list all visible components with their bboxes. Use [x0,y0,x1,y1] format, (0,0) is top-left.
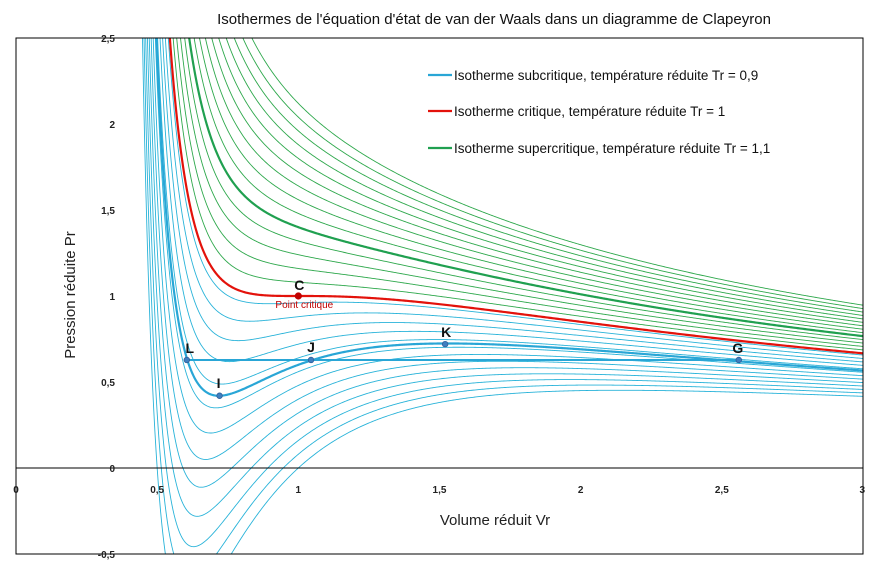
isotherm-supercritical-thin [172,38,863,351]
isotherm-supercritical-thin [204,38,863,327]
isotherm-main-0 [155,38,863,397]
plot-frame-layer [15,37,864,555]
isotherm-supercritical-thin [193,38,863,334]
point-i-label: I [217,375,221,391]
isotherm-supercritical-thin [225,38,863,316]
isotherm-supercritical-thin [176,38,863,347]
isotherm-subcritical-thin [150,38,863,460]
isotherm-main-1 [168,38,863,355]
legend: Isotherme subcritique, température rédui… [428,68,770,156]
x-tick-label: 0 [13,485,19,496]
axes-layer: 0 0,5 1 1,5 2 2,5 3 -0,5 0 0,5 1 1,5 2 2,5 [13,34,865,561]
isotherm-subcritical-thin [145,38,863,548]
x-tick-label: 1 [296,485,302,496]
isotherm-supercritical-thin [199,38,863,330]
x-tick-label: 2 [578,485,584,496]
isotherm-subcritical-thin [152,38,863,434]
y-axis-title: Pression réduite Pr [62,231,79,359]
isotherm-subcritical-thin [159,38,863,366]
curves-layer [142,38,863,554]
isotherm-supercritical-thin [184,38,863,341]
x-tick-label: 3 [859,485,865,496]
point-c-marker [294,292,302,300]
x-axis-title: Volume réduit Vr [440,512,550,529]
isotherm-main-2 [188,38,863,338]
critical-point-note: Point critique [275,300,333,311]
y-tick-label: 2,5 [101,34,115,45]
legend-label: Isotherme supercritique, température réd… [454,141,770,156]
legend-label: Isotherme subcritique, température rédui… [454,68,758,83]
isotherm-subcritical-thin [164,38,863,359]
x-tick-label: 1,5 [433,485,447,496]
y-tick-label: -0,5 [98,550,116,561]
points-layer: C Point critique L I J K G [183,277,743,399]
y-tick-label: 1 [109,292,115,303]
point-c-label: C [294,277,304,293]
isotherm-supercritical-thin [251,38,863,306]
y-tick-label: 0,5 [101,378,115,389]
plot-frame [15,37,864,555]
point-j-marker [307,356,315,364]
isotherm-subcritical-thin [162,38,863,363]
isotherm-supercritical-thin [242,38,863,310]
y-tick-label: 0 [109,464,115,475]
point-g-marker [735,356,742,364]
point-i-marker [216,392,223,399]
isotherm-subcritical-thin [142,38,863,554]
point-j-label: J [307,339,315,355]
x-tick-label: 0,5 [150,485,164,496]
isotherm-supercritical-thin [211,38,863,323]
point-g-label: G [732,340,743,356]
isotherm-supercritical-thin [218,38,863,320]
isotherm-subcritical-thin [148,38,863,488]
isotherm-subcritical-thin [154,38,863,409]
isotherm-subcritical-thin [157,38,863,385]
point-k-label: K [441,324,451,340]
isotherm-supercritical-thin [233,38,863,313]
x-tick-label: 2,5 [715,485,729,496]
isotherm-subcritical-thin [167,38,863,356]
y-tick-label: 1,5 [101,206,115,217]
point-k-marker [441,340,449,348]
point-l-label: L [186,340,195,356]
y-tick-label: 2 [109,120,115,131]
point-l-marker [183,356,191,364]
isotherm-supercritical-thin [180,38,863,344]
isotherm-subcritical-thin [146,38,863,517]
isotherm-subcritical-thin [143,38,863,554]
chart-title: Isothermes de l'équation d'état de van d… [217,11,771,28]
legend-label: Isotherme critique, température réduite … [454,104,725,119]
